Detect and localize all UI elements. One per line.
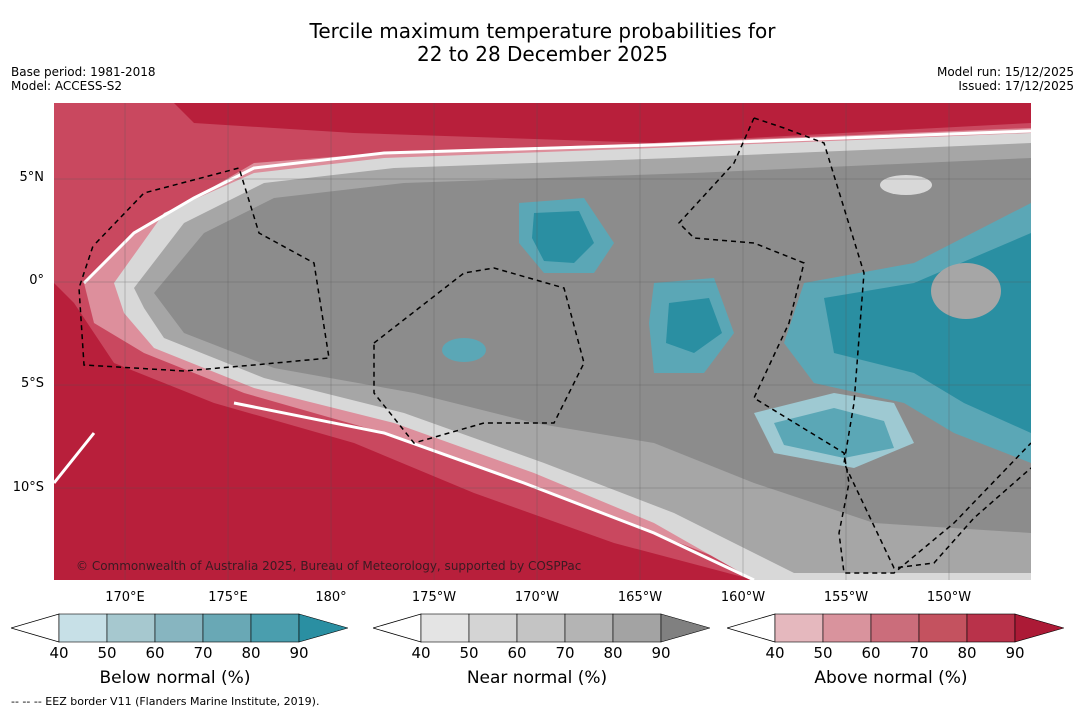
- above-tick-60: 60: [861, 644, 881, 662]
- below-normal-patch-south-core: [774, 408, 894, 458]
- base-period: Base period: 1981-2018: [11, 65, 156, 79]
- colorbar-1-swatch-4: [612, 613, 662, 643]
- below-tick-60: 60: [145, 644, 165, 662]
- below-tick-70: 70: [193, 644, 213, 662]
- colorbar-near-normal: 40 50 60 70 80 90 Near normal (%): [371, 612, 712, 688]
- near-tick-70: 70: [555, 644, 575, 662]
- above-tick-80: 80: [957, 644, 977, 662]
- near-tick-40: 40: [411, 644, 431, 662]
- above-tick-70: 70: [909, 644, 929, 662]
- colorbar-2-swatch-2: [870, 613, 920, 643]
- colorbar-2-swatch-5: [1014, 613, 1066, 643]
- colorbar-0-swatch-5: [298, 613, 350, 643]
- colorbar-1-swatch-0: [420, 613, 470, 643]
- eez-footnote: -- -- -- EEZ border V11 (Flanders Marine…: [11, 695, 320, 708]
- model-run: Model run: 15/12/2025: [936, 65, 1074, 79]
- issued-date: Issued: 17/12/2025: [958, 79, 1074, 93]
- near-normal-label: Near normal (%): [466, 668, 608, 688]
- lon-label-165w: 165°W: [617, 590, 663, 605]
- colorbar-2-swatch-3: [918, 613, 968, 643]
- lon-label-175w: 175°W: [411, 590, 457, 605]
- lon-label-155w: 155°W: [823, 590, 869, 605]
- colorbar-1-swatch-2: [516, 613, 566, 643]
- below-tick-90: 90: [289, 644, 309, 662]
- lat-label-0: 0°: [29, 273, 44, 288]
- below-normal-label: Below normal (%): [99, 668, 251, 688]
- probability-map: © Commonwealth of Australia 2025, Bureau…: [54, 103, 1031, 580]
- meta-left: Base period: 1981-2018 Model: ACCESS-S2: [11, 65, 156, 93]
- colorbar-1-swatch-1: [468, 613, 518, 643]
- meta-right: Model run: 15/12/2025 Issued: 17/12/2025: [937, 65, 1074, 93]
- title-line-1: Tercile maximum temperature probabilitie…: [309, 19, 776, 43]
- below-normal-patch-north-core: [532, 211, 594, 263]
- chart-title: Tercile maximum temperature probabilitie…: [0, 20, 1085, 66]
- colorbar-2-swatch-0: [774, 613, 824, 643]
- colorbar-0-swatch-4: [250, 613, 300, 643]
- title-line-2: 22 to 28 December 2025: [416, 42, 668, 66]
- colorbar-near-swatches: [371, 613, 712, 643]
- eez-borders: [78, 117, 1031, 574]
- near-normal-small-patch: [880, 175, 932, 195]
- lon-label-150w: 150°W: [926, 590, 972, 605]
- colorbar-0-swatch-0: [58, 613, 108, 643]
- lat-label-5s: 5°S: [20, 376, 44, 391]
- lat-label-5n: 5°N: [19, 170, 45, 185]
- colorbar-0-swatch-3: [202, 613, 252, 643]
- graticule: [54, 103, 1031, 580]
- lon-label-160w: 160°W: [720, 590, 766, 605]
- colorbar-0-swatch-2: [154, 613, 204, 643]
- colorbar-2-swatch-1: [822, 613, 872, 643]
- copyright-text: © Commonwealth of Australia 2025, Bureau…: [76, 559, 581, 573]
- colorbar-above-swatches: [725, 613, 1066, 643]
- colorbar-1-swatch-3: [564, 613, 614, 643]
- lon-label-170e: 170°E: [105, 590, 145, 605]
- threshold-contour: [54, 129, 1031, 580]
- below-tick-50: 50: [97, 644, 117, 662]
- colorbar-below-normal: 40 50 60 70 80 90 Below normal (%): [9, 612, 350, 688]
- above-tick-50: 50: [813, 644, 833, 662]
- colorbar-above-normal: 40 50 60 70 80 90 Above normal (%): [725, 612, 1066, 688]
- near-tick-50: 50: [459, 644, 479, 662]
- colorbar-2-swatch-4: [966, 613, 1016, 643]
- below-normal-small-patch: [442, 338, 486, 362]
- below-tick-40: 40: [49, 644, 69, 662]
- lon-label-180: 180°: [315, 590, 347, 605]
- near-tick-60: 60: [507, 644, 527, 662]
- near-tick-90: 90: [651, 644, 671, 662]
- colorbar-0-swatch-1: [106, 613, 156, 643]
- colorbar-below-swatches: [9, 613, 350, 643]
- lat-label-10s: 10°S: [12, 480, 44, 495]
- above-tick-40: 40: [765, 644, 785, 662]
- colorbar-1-swatch-5: [660, 613, 712, 643]
- above-normal-label: Above normal (%): [814, 668, 968, 688]
- below-tick-80: 80: [241, 644, 261, 662]
- lon-label-175e: 175°E: [208, 590, 248, 605]
- near-tick-80: 80: [603, 644, 623, 662]
- lon-label-170w: 170°W: [514, 590, 560, 605]
- below-normal-patch-central-core: [666, 298, 722, 353]
- near-normal-hole: [931, 263, 1001, 319]
- above-tick-90: 90: [1005, 644, 1025, 662]
- model-name: Model: ACCESS-S2: [11, 79, 123, 93]
